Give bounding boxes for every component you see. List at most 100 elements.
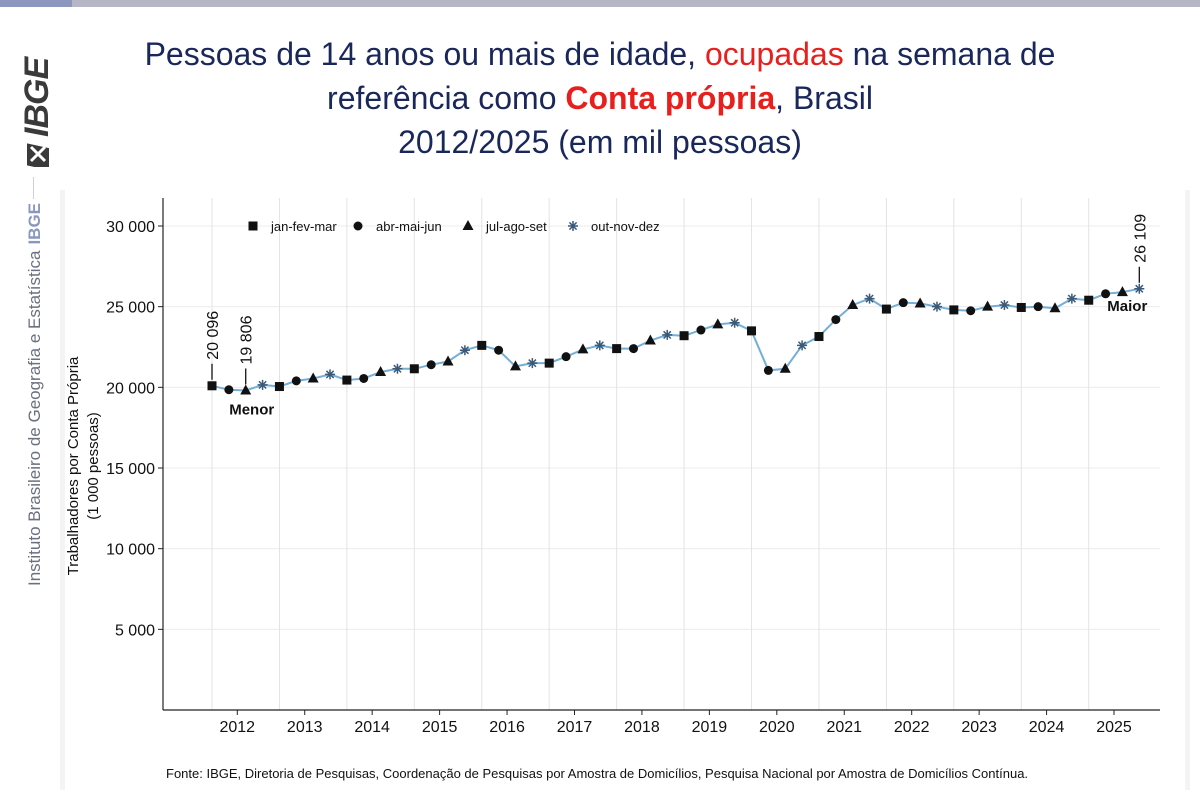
data-point: [274, 382, 284, 392]
data-point: [207, 381, 217, 391]
sidebar-divider: [33, 177, 34, 199]
data-point: [662, 329, 673, 340]
chart-panel: [60, 190, 1190, 790]
data-point: [477, 340, 487, 350]
data-point: [442, 355, 454, 366]
x-tick-label: 2016: [489, 719, 525, 736]
data-point: [409, 364, 419, 374]
data-point: [392, 363, 403, 374]
data-point: [257, 379, 268, 390]
data-point: [729, 317, 740, 328]
data-point: [494, 345, 504, 355]
legend-marker-jan-fev-mar: [248, 221, 258, 231]
x-tick-label: 2012: [219, 719, 255, 736]
annotation-note: Maior: [1107, 298, 1147, 315]
data-point: [914, 297, 926, 308]
top-bar-accent: [0, 0, 72, 7]
data-point: [307, 372, 319, 383]
title-line-3: 2012/2025 (em mil pessoas): [398, 124, 802, 160]
x-tick-label: 2025: [1096, 719, 1132, 736]
data-point: [577, 343, 589, 354]
title-highlight-ocupadas: ocupadas: [704, 36, 844, 72]
data-point: [814, 332, 824, 342]
data-point: [712, 318, 724, 329]
y-tick-label: 30 000: [106, 219, 155, 236]
legend-marker-jul-ago-set: [462, 220, 474, 230]
data-point: [612, 344, 622, 354]
data-point: [291, 376, 301, 386]
data-point: [966, 306, 976, 316]
data-point: [679, 331, 689, 341]
data-point: [779, 362, 791, 373]
data-point: [1101, 289, 1111, 299]
data-point: [1134, 283, 1145, 294]
data-point: [544, 358, 554, 368]
data-point: [1066, 293, 1077, 304]
top-bar: [0, 0, 1200, 7]
annotation-value: 19 806: [239, 315, 256, 364]
page-title: Pessoas de 14 anos ou mais de idade, ocu…: [70, 32, 1130, 164]
title-line-2-a: referência como: [327, 80, 566, 116]
data-point: [561, 352, 571, 362]
legend-label: jan-fev-mar: [270, 219, 337, 234]
sidebar: IBGE: [0, 7, 60, 798]
data-point: [831, 315, 841, 325]
title-highlight-conta-propria: Conta própria: [565, 80, 776, 116]
data-point: [1016, 302, 1026, 312]
y-tick-label: 20 000: [106, 380, 155, 397]
x-tick-label: 2023: [961, 719, 997, 736]
data-point: [375, 366, 387, 377]
title-line-1: Pessoas de 14 anos ou mais de idade, ocu…: [70, 32, 1130, 76]
y-tick-label: 15 000: [106, 461, 155, 478]
annotation-value: 26 109: [1132, 214, 1149, 263]
data-point: [696, 325, 706, 335]
data-point: [847, 299, 859, 310]
y-tick-label: 10 000: [106, 542, 155, 559]
data-point: [325, 369, 336, 380]
y-tick-label: 5 000: [115, 622, 155, 639]
data-point: [982, 300, 994, 311]
data-point: [999, 300, 1010, 311]
title-line-1-b: na semana de: [843, 36, 1056, 72]
x-tick-label: 2019: [692, 719, 728, 736]
chart-panel-inner: [65, 190, 1185, 790]
data-point: [594, 340, 605, 351]
data-point: [1084, 295, 1094, 305]
title-line-1-a: Pessoas de 14 anos ou mais de idade,: [144, 36, 705, 72]
data-point: [1033, 302, 1043, 312]
data-point: [240, 384, 252, 395]
annotation-value: 20 096: [205, 311, 222, 360]
data-point: [1049, 302, 1061, 313]
data-point: [426, 360, 436, 370]
title-line-2-b: , Brasil: [775, 80, 873, 116]
data-point: [881, 304, 891, 314]
title-line-2: referência como Conta própria, Brasil: [70, 76, 1130, 120]
legend-marker-out-nov-dez: [568, 221, 578, 231]
y-axis-label: Trabalhadores por Conta Própria: [65, 356, 82, 575]
x-tick-label: 2024: [1029, 719, 1065, 736]
data-point: [629, 344, 638, 354]
data-point: [763, 365, 773, 375]
data-point: [359, 373, 369, 383]
x-tick-label: 2021: [826, 719, 862, 736]
data-point: [1116, 286, 1128, 297]
legend-label: out-nov-dez: [591, 219, 660, 234]
x-tick-label: 2020: [759, 719, 795, 736]
x-tick-label: 2015: [422, 719, 458, 736]
source-note: Fonte: IBGE, Diretoria de Pesquisas, Coo…: [166, 766, 1029, 781]
data-point: [931, 301, 942, 312]
data-point: [342, 375, 352, 385]
series-line: [211, 287, 1140, 392]
data-point: [949, 305, 959, 315]
x-tick-label: 2013: [287, 719, 323, 736]
ibge-logo-icon: [26, 143, 49, 167]
x-tick-label: 2018: [624, 719, 660, 736]
data-point: [509, 360, 521, 371]
legend-marker-abr-mai-jun: [353, 221, 363, 231]
y-tick-label: 25 000: [106, 300, 155, 317]
data-point: [527, 358, 538, 369]
legend-label: jul-ago-set: [485, 219, 547, 234]
data-point: [864, 293, 875, 304]
data-point: [224, 385, 234, 395]
